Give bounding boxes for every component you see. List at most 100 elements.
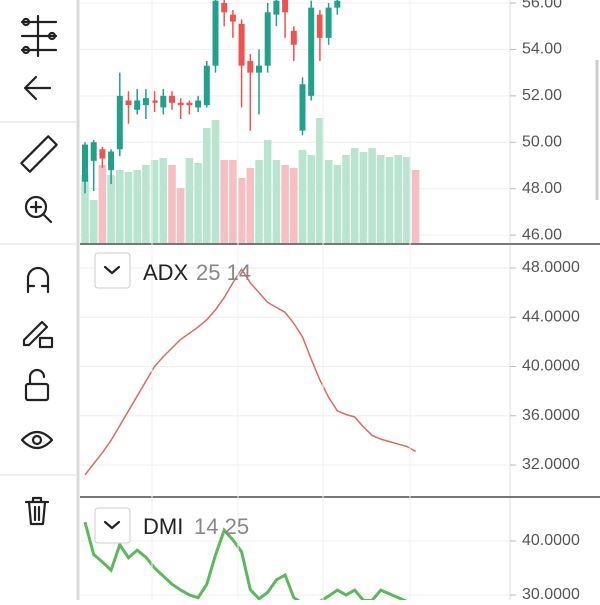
candle-body bbox=[316, 14, 323, 38]
volume-bar bbox=[350, 148, 359, 243]
draw-lock-icon[interactable] bbox=[22, 320, 54, 349]
adx-header: ADX 25 14 bbox=[94, 252, 251, 289]
volume-bar bbox=[298, 150, 307, 243]
ruler-icon[interactable] bbox=[20, 135, 58, 173]
y-tick-label: 56.00 bbox=[522, 0, 562, 11]
candle-body bbox=[186, 102, 193, 106]
toolbar bbox=[0, 0, 80, 600]
volume-bar bbox=[411, 170, 420, 243]
volume-bar bbox=[194, 163, 202, 243]
candle-body bbox=[82, 144, 88, 182]
candle-body bbox=[273, 0, 280, 15]
y-tick-label: 40.0000 bbox=[522, 358, 580, 375]
volume-bar bbox=[333, 165, 342, 243]
volume-bar bbox=[89, 200, 98, 243]
indicator-name: DMI bbox=[143, 514, 183, 539]
volume-bar bbox=[159, 158, 168, 243]
volume-bar bbox=[255, 160, 263, 243]
adx-pane bbox=[80, 267, 510, 476]
candle-body bbox=[212, 0, 219, 66]
volume-bar bbox=[359, 152, 368, 243]
volume-bar bbox=[133, 170, 141, 243]
eye-icon[interactable] bbox=[20, 430, 54, 450]
y-tick-label: 48.0000 bbox=[522, 259, 580, 276]
trash-icon[interactable] bbox=[24, 496, 50, 526]
volume-bar bbox=[316, 118, 324, 243]
y-tick-label: 48.00 bbox=[522, 180, 562, 197]
volume-bar bbox=[237, 178, 246, 243]
volume-bar bbox=[81, 175, 89, 243]
candle-body bbox=[325, 7, 332, 38]
y-tick-label: 50.00 bbox=[522, 133, 562, 150]
magnet-icon[interactable] bbox=[26, 266, 50, 294]
volume-bar bbox=[368, 148, 376, 243]
volume-bar bbox=[142, 165, 150, 243]
candle-body bbox=[282, 0, 289, 13]
volume-bar bbox=[385, 157, 394, 243]
candle-body bbox=[134, 100, 141, 110]
indicator-params: 14 25 bbox=[194, 514, 249, 539]
volume-bar bbox=[342, 155, 350, 243]
collapse-button[interactable] bbox=[94, 252, 131, 289]
chevron bbox=[103, 520, 121, 530]
volume-bar bbox=[263, 140, 272, 243]
collapse-button[interactable] bbox=[94, 507, 131, 544]
volume-bar bbox=[290, 168, 298, 243]
volume-bar bbox=[203, 128, 211, 243]
volume-bar bbox=[307, 155, 315, 243]
y-tick-label: 32.0000 bbox=[522, 456, 580, 473]
volume-bar bbox=[107, 175, 115, 243]
candle-body bbox=[151, 100, 158, 103]
candle-body bbox=[142, 98, 149, 106]
volume-bar bbox=[324, 160, 333, 243]
volume-bar bbox=[220, 160, 228, 243]
axes: 46.00 48.00 50.00 52.00 54.00 56.00 32.0000 36.… bbox=[151, 0, 580, 603]
indicator-line bbox=[84, 267, 416, 476]
indicator-line bbox=[83, 521, 408, 600]
chevron bbox=[103, 265, 121, 275]
y-tick-label: 44.0000 bbox=[522, 308, 580, 325]
candle-body bbox=[256, 65, 262, 73]
volume-bar bbox=[394, 155, 402, 243]
candle-body bbox=[221, 3, 228, 13]
price-pane bbox=[80, 0, 510, 243]
candle-body bbox=[177, 102, 184, 106]
back-icon[interactable] bbox=[23, 75, 52, 101]
y-tick-label: 54.00 bbox=[522, 41, 562, 58]
volume-bar bbox=[272, 160, 281, 243]
y-tick-label: 36.0000 bbox=[522, 407, 580, 424]
volume-bar bbox=[98, 165, 107, 243]
candle-body bbox=[247, 61, 254, 73]
candle-body bbox=[99, 149, 106, 159]
candle-body bbox=[308, 7, 315, 96]
lock-icon[interactable] bbox=[24, 368, 50, 402]
volume-bar bbox=[246, 168, 255, 243]
candle-body bbox=[108, 151, 115, 171]
indicator-name: ADX bbox=[143, 260, 189, 285]
candle-body bbox=[203, 65, 210, 106]
y-tick-label: 46.00 bbox=[522, 226, 562, 243]
volume-bar bbox=[176, 188, 185, 243]
candle-body bbox=[90, 142, 97, 161]
candle-body bbox=[334, 0, 341, 8]
volume-bar bbox=[150, 160, 159, 243]
y-tick-label: 52.00 bbox=[522, 87, 562, 104]
volume-bar bbox=[281, 165, 289, 243]
volume-bar bbox=[211, 120, 220, 243]
candle-body bbox=[264, 12, 271, 66]
candle-body bbox=[290, 30, 297, 45]
candle-body bbox=[299, 84, 306, 131]
zoom-icon[interactable] bbox=[24, 195, 53, 224]
candle-body bbox=[125, 100, 132, 106]
settings-icon[interactable] bbox=[20, 14, 58, 58]
y-tick-label: 30.0000 bbox=[522, 586, 580, 600]
volume-bar bbox=[403, 157, 411, 243]
volume-bar bbox=[229, 160, 237, 243]
candle-body bbox=[229, 14, 236, 22]
volume-bar bbox=[116, 170, 124, 243]
y-tick-label: 40.0000 bbox=[522, 532, 580, 549]
toolbar-bg bbox=[0, 0, 77, 600]
indicator-params: 25 14 bbox=[196, 260, 251, 285]
